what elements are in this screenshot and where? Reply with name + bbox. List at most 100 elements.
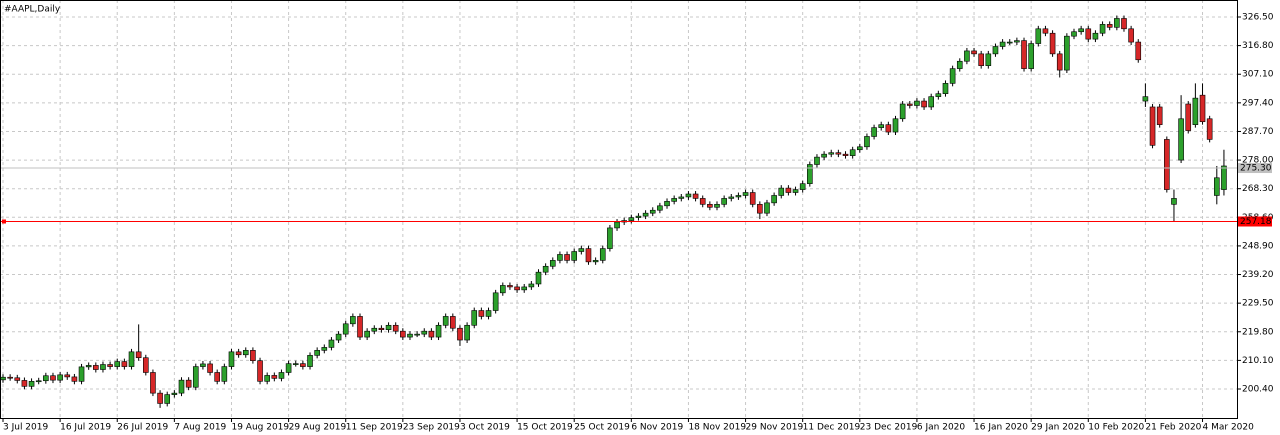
candle-body xyxy=(57,374,63,381)
candle-body xyxy=(478,310,485,317)
candle-body xyxy=(300,363,306,367)
candle-body xyxy=(635,215,642,218)
candle-body xyxy=(1049,32,1056,55)
candle-body xyxy=(571,251,578,261)
candle-body xyxy=(171,392,178,395)
candle-body xyxy=(21,380,28,387)
candle-body xyxy=(100,364,106,370)
candle-body xyxy=(1021,40,1027,69)
candle-body xyxy=(956,60,963,69)
candle-body xyxy=(442,316,449,326)
candle-body xyxy=(721,198,727,205)
candle-body xyxy=(885,124,892,133)
candle-body xyxy=(1064,35,1070,71)
candle-body xyxy=(964,50,970,62)
y-tick-label: 239.20 xyxy=(1242,270,1274,280)
plot-frame xyxy=(0,0,1238,419)
candle-body xyxy=(43,375,49,382)
candle-body xyxy=(93,365,99,370)
candle-body xyxy=(28,381,35,387)
candle-body xyxy=(1092,32,1099,40)
candle-body xyxy=(642,212,649,217)
candle-body xyxy=(557,254,563,261)
y-tick-label: 326.50 xyxy=(1242,12,1274,22)
candle-body xyxy=(935,93,942,97)
candle-body xyxy=(464,324,470,341)
candle-body xyxy=(492,292,499,311)
candle-body xyxy=(407,333,413,338)
candle-body xyxy=(1135,41,1142,61)
grid xyxy=(0,0,1237,418)
candle-body xyxy=(942,83,949,94)
y-tick-label: 219.80 xyxy=(1242,327,1274,337)
candle-body xyxy=(278,372,285,379)
x-tick-label: 6 Jan 2020 xyxy=(917,423,965,433)
candle-body xyxy=(678,196,685,199)
x-tick-label: 11 Dec 2019 xyxy=(803,423,861,433)
candle-body xyxy=(528,283,535,288)
candle-body xyxy=(192,366,199,388)
candle-body xyxy=(50,375,56,381)
x-tick-label: 25 Oct 2019 xyxy=(574,423,630,433)
candle-body xyxy=(114,361,121,367)
candle-body xyxy=(1221,165,1227,190)
candle-body xyxy=(1042,28,1049,34)
candle-body xyxy=(856,146,863,151)
candle-body xyxy=(1114,18,1120,28)
candle-body xyxy=(178,379,185,394)
candle-body xyxy=(778,187,785,196)
candle-body xyxy=(871,127,877,137)
candle-body xyxy=(350,316,356,325)
y-tick-label: 229.50 xyxy=(1242,299,1274,309)
candle-body xyxy=(628,217,635,221)
candle-body xyxy=(542,265,549,273)
candle-body xyxy=(835,152,842,155)
candle-body xyxy=(250,350,256,361)
candle-body xyxy=(7,376,13,379)
candle-body xyxy=(1142,96,1149,102)
candle-body xyxy=(128,351,135,367)
candle-body xyxy=(985,53,992,66)
candle-body xyxy=(335,333,342,341)
x-tick-label: 7 Aug 2019 xyxy=(174,423,226,433)
candle-body xyxy=(1028,43,1034,69)
candle-body xyxy=(878,124,885,128)
candle-body xyxy=(757,204,763,214)
candle-body xyxy=(1171,198,1177,205)
y-tick-label: 210.10 xyxy=(1242,356,1274,366)
candle-body xyxy=(699,198,706,205)
candle-body xyxy=(392,324,399,332)
candle-body xyxy=(264,375,270,382)
candle-body xyxy=(221,366,228,382)
x-tick-label: 4 Mar 2020 xyxy=(1203,423,1255,433)
candle-body xyxy=(992,46,999,55)
x-tick-label: 3 Jul 2019 xyxy=(3,423,48,433)
candle-body xyxy=(457,327,463,341)
candle-body xyxy=(357,316,363,338)
candle-body xyxy=(235,351,242,356)
candle-body xyxy=(257,360,263,382)
candle-body xyxy=(714,204,720,208)
x-tick-label: 18 Nov 2019 xyxy=(688,423,746,433)
candle-body xyxy=(14,377,21,381)
candle-body xyxy=(207,363,213,373)
candle-body xyxy=(828,152,835,155)
candle-body xyxy=(1192,97,1199,125)
candles xyxy=(0,15,1237,408)
candle-body xyxy=(671,198,677,202)
candle-body xyxy=(485,310,492,317)
x-tick-label: 21 Feb 2020 xyxy=(1145,423,1201,433)
candle-body xyxy=(107,364,113,367)
candle-body xyxy=(685,193,692,198)
candle-body xyxy=(949,68,956,84)
candle-body xyxy=(971,50,977,55)
candle-body xyxy=(271,375,278,379)
candle-body xyxy=(214,372,220,382)
candle-body xyxy=(1156,106,1163,125)
candle-body xyxy=(564,254,570,261)
candle-body xyxy=(1085,28,1092,40)
candle-body xyxy=(821,153,827,158)
candle-body xyxy=(85,365,92,368)
candle-body xyxy=(1099,24,1106,34)
candle-body xyxy=(200,363,206,367)
